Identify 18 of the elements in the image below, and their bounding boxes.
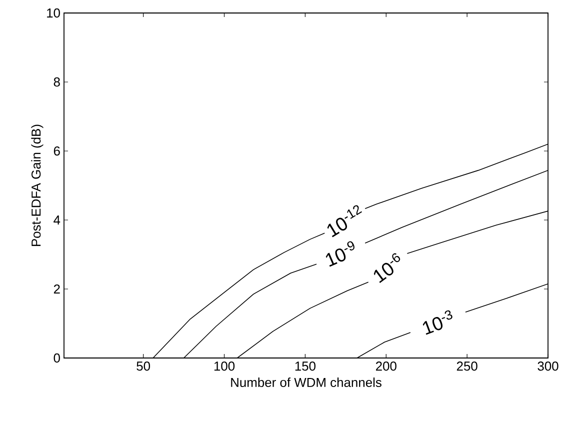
x-axis-title: Number of WDM channels — [231, 378, 382, 388]
x-tick-label: 200 — [376, 362, 396, 371]
y-tick-label: 2 — [54, 284, 60, 294]
text: 10$^{-12}$ — [327, 205, 362, 238]
x-tick-label: 150 — [295, 362, 316, 371]
text: 10$^{-9}$ — [326, 241, 354, 267]
x-tick-label: 250 — [456, 362, 478, 371]
y-tick-label: 10 — [47, 8, 60, 18]
text: 10$^{-3}$ — [422, 310, 452, 335]
y-tick-label: 4 — [54, 216, 60, 224]
x-tick-label: 100 — [214, 362, 235, 371]
y-axis-title: Post-EDFA Gain (dB) — [31, 124, 44, 246]
y-tick-label: 6 — [54, 146, 60, 156]
x-tick-label: 50 — [136, 362, 150, 371]
x-tick-label: 300 — [538, 362, 558, 371]
y-tick-label: 0 — [54, 353, 60, 363]
y-tick-label: 8 — [54, 77, 60, 87]
text: 10$^{-6}$ — [374, 253, 400, 283]
